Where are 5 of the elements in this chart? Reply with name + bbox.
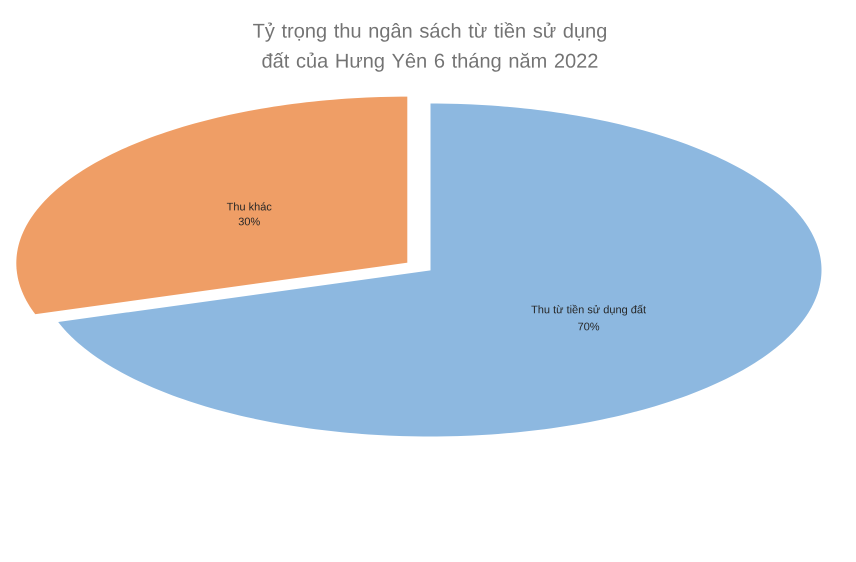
data-label: 70% bbox=[578, 322, 600, 330]
slice-label: Thu khác bbox=[226, 202, 272, 211]
slice-label: Thu từ tiền sử dụng đất bbox=[531, 304, 646, 316]
chart-title: Tỷ trọng thu ngân sách từ tiền sử dụng đất của Hưng Yên 6 tháng năm 2022 bbox=[253, 22, 606, 72]
data-label: 30% bbox=[238, 218, 260, 226]
